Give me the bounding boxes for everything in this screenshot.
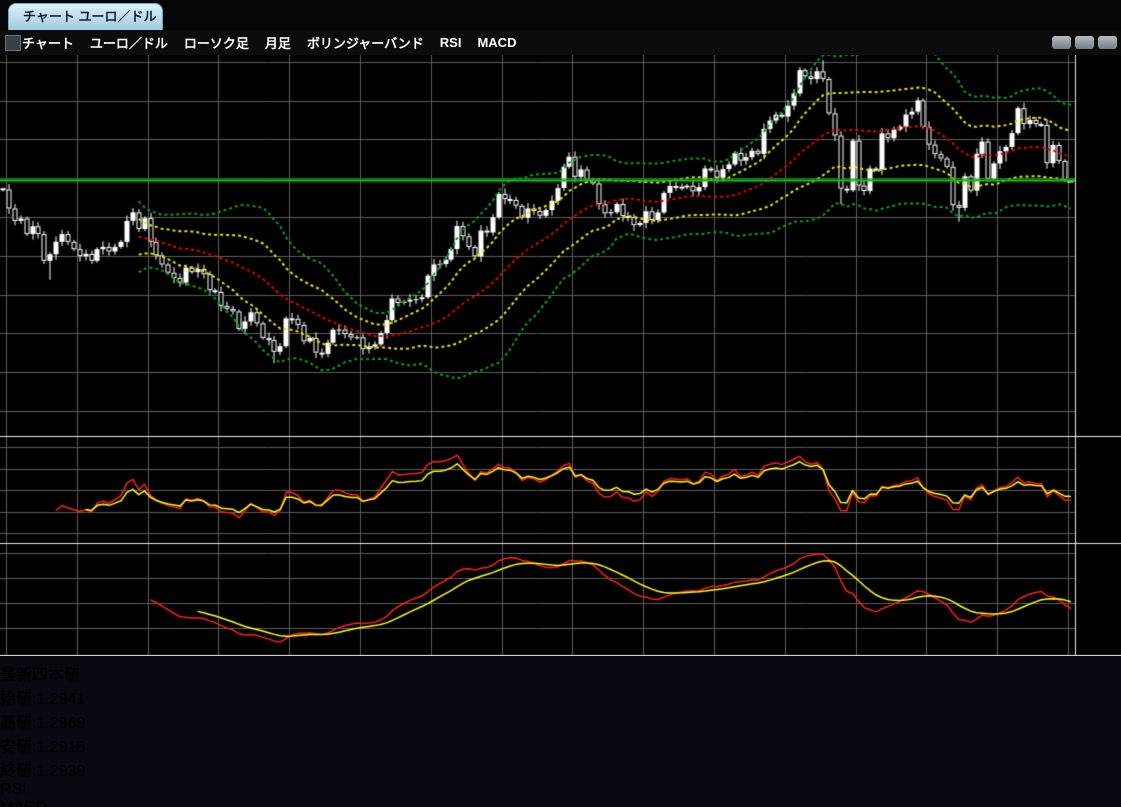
quote-open: 始値:1.2941 (0, 691, 86, 708)
menu-bollinger[interactable]: ボリンジャーバンド (306, 36, 424, 51)
menu-macd[interactable]: MACD (477, 35, 517, 50)
tab-chart-eurusd[interactable]: チャート ユーロ／ドル (8, 3, 163, 30)
quote-title: 最新四本値 (0, 667, 81, 684)
menu-items: チャート ユーロ／ドル ローソク足 月足 ボリンジャーバンド RSI MACD (22, 30, 516, 55)
menu-rsi[interactable]: RSI (439, 35, 462, 50)
minimize-button[interactable] (1052, 36, 1071, 49)
quote-low: 安値:1.2915 (0, 739, 86, 756)
menu-candle-type[interactable]: ローソク足 (183, 36, 249, 51)
macd-panel-title: MACD (0, 799, 1121, 807)
menu-chart[interactable]: チャート (22, 36, 74, 51)
quote-high: 高値:1.2969 (0, 715, 86, 732)
window-controls (1052, 36, 1117, 49)
menu-pair[interactable]: ユーロ／ドル (89, 36, 168, 51)
menu-bar: チャート ユーロ／ドル ローソク足 月足 ボリンジャーバンド RSI MACD (0, 30, 1121, 55)
close-button[interactable] (1098, 36, 1117, 49)
window-icon (5, 35, 21, 51)
price-chart-canvas[interactable] (0, 0, 1121, 656)
menu-timeframe[interactable]: 月足 (264, 36, 291, 51)
quote-close: 終値:1.2939 (0, 763, 86, 780)
tab-strip: チャート ユーロ／ドル (0, 0, 1121, 30)
latest-quote-panel: 最新四本値 始値:1.2941 高値:1.2969 安値:1.2915 終値:1… (0, 661, 1121, 781)
rsi-panel-title: RSI (0, 781, 27, 798)
maximize-button[interactable] (1075, 36, 1094, 49)
chart-overlay: 最新四本値 始値:1.2941 高値:1.2969 安値:1.2915 終値:1… (0, 661, 1121, 807)
